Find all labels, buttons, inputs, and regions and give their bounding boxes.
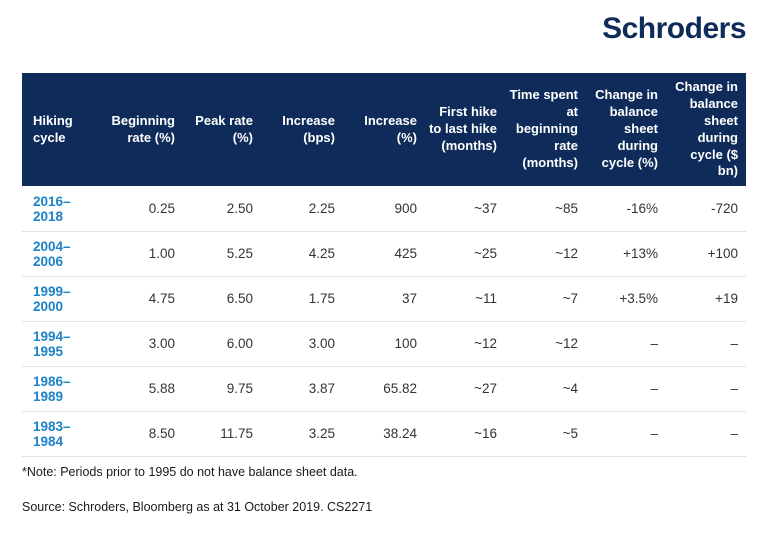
table-header: Hiking cycle Beginning rate (%) Peak rate … [22, 73, 746, 187]
column-header: Increase (%) [343, 73, 425, 187]
table-cell: 6.00 [183, 321, 261, 367]
column-header: Increase (bps) [261, 73, 343, 187]
column-header: Hiking cycle [22, 73, 105, 187]
table-cell: ~12 [425, 321, 505, 367]
table-header-row: Hiking cycle Beginning rate (%) Peak rate … [22, 73, 746, 187]
column-header: Change in balance sheet during cycle ($ … [666, 73, 746, 187]
table-cell: 5.88 [105, 366, 183, 412]
table-cell: 9.75 [183, 366, 261, 412]
table-cell: 1.75 [261, 276, 343, 322]
column-header: Beginning rate (%) [105, 73, 183, 187]
table-row: 1994–1995 3.00 6.00 3.00 100 ~12 ~12– – [22, 321, 746, 367]
table-row: 1983–1984 8.50 11.75 3.25 38.24 ~16 ~5– – [22, 411, 746, 457]
table-cell: 65.82 [343, 366, 425, 412]
table-cell: ~12 [505, 321, 586, 367]
table-row: 2004–2006 1.00 5.25 4.25 425 ~25 ~12 +13% +100 [22, 231, 746, 277]
table-cell: – [586, 321, 666, 367]
table-cell: ~25 [425, 231, 505, 277]
table-cell: ~12 [505, 231, 586, 277]
table-row: 1986–1989 5.88 9.75 3.87 65.82 ~27 ~4– – [22, 366, 746, 412]
table-cell: 4.25 [261, 231, 343, 277]
table-cell: – [586, 366, 666, 412]
table-cell: 3.87 [261, 366, 343, 412]
table-cell: 38.24 [343, 411, 425, 457]
table-row: 2016–2018 0.25 2.50 2.25 900 ~37 ~85 -16% -720 [22, 186, 746, 232]
column-header: Peak rate (%) [183, 73, 261, 187]
table-cell: ~16 [425, 411, 505, 457]
column-header: Change in balance sheet during cycle (%) [586, 73, 666, 187]
table-cell: +19 [666, 276, 746, 322]
table-cell: 425 [343, 231, 425, 277]
table-cell: 100 [343, 321, 425, 367]
table-cell: 4.75 [105, 276, 183, 322]
table-cell: 5.25 [183, 231, 261, 277]
table-cell: ~4 [505, 366, 586, 412]
table-cell: 3.00 [105, 321, 183, 367]
table-cell: ~85 [505, 186, 586, 232]
table-cell: ~7 [505, 276, 586, 322]
table-cell: +13% [586, 231, 666, 277]
hiking-cycles-table: Hiking cycle Beginning rate (%) Peak rate … [22, 73, 746, 457]
footnote: *Note: Periods prior to 1995 do not have… [22, 465, 358, 479]
table-cell: 3.00 [261, 321, 343, 367]
table-cell: 6.50 [183, 276, 261, 322]
table-cell: 11.75 [183, 411, 261, 457]
table-cell: – [586, 411, 666, 457]
source-line: Source: Schroders, Bloomberg as at 31 Oc… [22, 500, 373, 514]
hiking-cycle-label: 1999–2000 [22, 276, 105, 322]
table-row: 1999–2000 4.75 6.50 1.75 37 ~11 ~7 +3.5% +19 [22, 276, 746, 322]
schroders-logo: Schroders [602, 12, 746, 45]
hiking-cycle-label: 1983–1984 [22, 411, 105, 457]
table-cell: 900 [343, 186, 425, 232]
table-cell: 0.25 [105, 186, 183, 232]
table-cell: 37 [343, 276, 425, 322]
table-body: 2016–2018 0.25 2.50 2.25 900 ~37 ~85 -16% -720 20… [22, 186, 746, 457]
table-cell: – [666, 321, 746, 367]
table-cell: – [666, 366, 746, 412]
table-cell: 8.50 [105, 411, 183, 457]
hiking-cycles-table-container: Hiking cycle Beginning rate (%) Peak rate … [22, 73, 746, 457]
table-cell: 1.00 [105, 231, 183, 277]
table-cell: ~11 [425, 276, 505, 322]
table-cell: ~5 [505, 411, 586, 457]
hiking-cycle-label: 2004–2006 [22, 231, 105, 277]
table-cell: -720 [666, 186, 746, 232]
table-cell: – [666, 411, 746, 457]
hiking-cycle-label: 2016–2018 [22, 186, 105, 232]
table-cell: 2.50 [183, 186, 261, 232]
table-cell: ~37 [425, 186, 505, 232]
table-cell: +3.5% [586, 276, 666, 322]
hiking-cycle-label: 1986–1989 [22, 366, 105, 412]
table-cell: -16% [586, 186, 666, 232]
table-cell: 3.25 [261, 411, 343, 457]
table-cell: +100 [666, 231, 746, 277]
column-header: Time spent at beginning rate (months) [505, 73, 586, 187]
table-cell: ~27 [425, 366, 505, 412]
column-header: First hike to last hike (months) [425, 73, 505, 187]
table-cell: 2.25 [261, 186, 343, 232]
hiking-cycle-label: 1994–1995 [22, 321, 105, 367]
